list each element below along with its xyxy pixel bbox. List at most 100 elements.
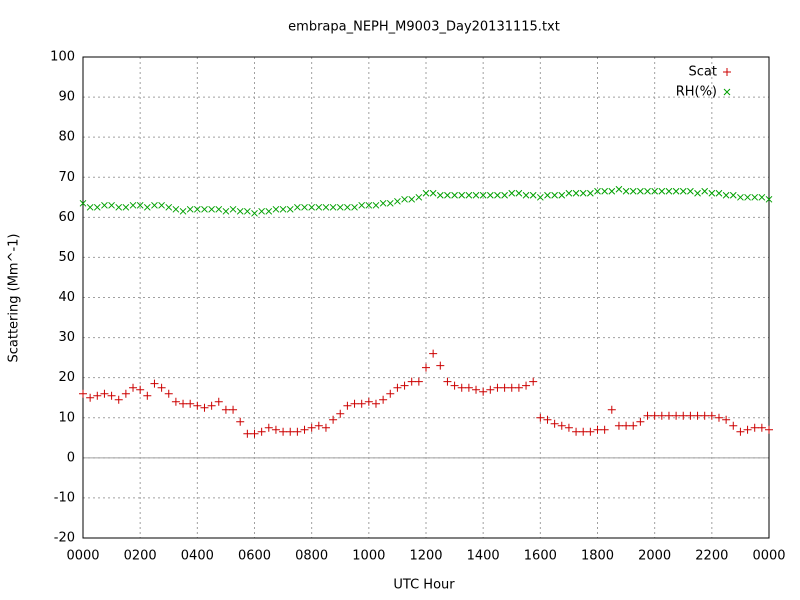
point [172, 205, 180, 213]
point [636, 417, 645, 426]
point [493, 383, 502, 392]
point [622, 421, 631, 430]
point [608, 187, 616, 195]
point [550, 419, 559, 428]
point [322, 203, 330, 211]
legend-label: Scat [689, 65, 717, 80]
point [479, 191, 487, 199]
point [300, 425, 309, 434]
point [443, 377, 452, 386]
point [729, 421, 738, 430]
point [343, 401, 352, 410]
point [651, 187, 659, 195]
point [529, 377, 538, 386]
point [701, 187, 709, 195]
point [457, 383, 466, 392]
point [236, 417, 245, 426]
point [122, 203, 130, 211]
point [687, 187, 694, 195]
y-tick-label: 70 [58, 170, 75, 185]
y-tick-label: 60 [58, 210, 75, 225]
point [272, 205, 280, 213]
y-tick-label: 20 [58, 370, 75, 385]
point [551, 191, 558, 199]
point [494, 191, 501, 199]
point [386, 389, 395, 398]
point [594, 187, 601, 195]
point [150, 379, 159, 388]
point [372, 201, 380, 209]
point [501, 191, 508, 199]
point [515, 189, 523, 197]
point [79, 199, 87, 207]
point [179, 399, 188, 408]
point [250, 429, 259, 438]
point [464, 383, 473, 392]
point [722, 191, 730, 199]
point [665, 187, 673, 195]
point [294, 203, 301, 211]
x-tick-label: 1000 [352, 549, 385, 564]
y-tick-label: 80 [58, 130, 75, 145]
point [708, 189, 716, 197]
x-tick-label: 0000 [752, 549, 785, 564]
point [271, 425, 280, 434]
y-tick-label: 0 [67, 450, 75, 465]
point [229, 405, 238, 414]
point [422, 189, 430, 197]
point [615, 185, 623, 193]
point [444, 191, 451, 199]
point [422, 363, 430, 372]
y-tick-label: -10 [54, 490, 75, 505]
point [365, 201, 373, 209]
point [714, 413, 723, 422]
point [522, 381, 531, 390]
legend-marker [723, 88, 731, 96]
point [186, 205, 194, 213]
point [587, 189, 594, 197]
point [286, 205, 294, 213]
point [744, 193, 751, 201]
x-tick-label: 1200 [409, 549, 442, 564]
point [336, 409, 345, 418]
point [607, 405, 616, 414]
point [357, 399, 366, 408]
point [614, 421, 623, 430]
point [565, 189, 573, 197]
y-tick-label: -20 [54, 531, 75, 546]
point [558, 191, 566, 199]
point [350, 399, 359, 408]
point [108, 201, 115, 209]
point [450, 381, 459, 390]
point [93, 203, 101, 211]
point [100, 389, 109, 398]
point [508, 189, 516, 197]
x-tick-label: 0200 [124, 549, 157, 564]
point [557, 421, 566, 430]
x-tick-label: 0000 [66, 549, 99, 564]
point [672, 411, 681, 420]
point [279, 427, 288, 436]
point [157, 383, 166, 392]
y-tick-label: 10 [58, 410, 75, 425]
x-tick-label: 2000 [638, 549, 671, 564]
x-tick-label: 0800 [295, 549, 328, 564]
point [637, 187, 644, 195]
point [121, 389, 130, 398]
y-tick-label: 90 [58, 90, 75, 105]
point [722, 415, 731, 424]
point [293, 427, 302, 436]
x-tick-label: 0600 [238, 549, 271, 564]
point [486, 191, 494, 199]
point [279, 205, 287, 213]
point [221, 405, 230, 414]
point [314, 421, 323, 430]
point [579, 427, 588, 436]
y-axis-label: Scattering (Mm^-1) [7, 233, 22, 362]
point [465, 191, 473, 199]
point [286, 427, 295, 436]
point [536, 413, 545, 422]
point [214, 397, 223, 406]
point [394, 197, 401, 205]
point [458, 191, 466, 199]
